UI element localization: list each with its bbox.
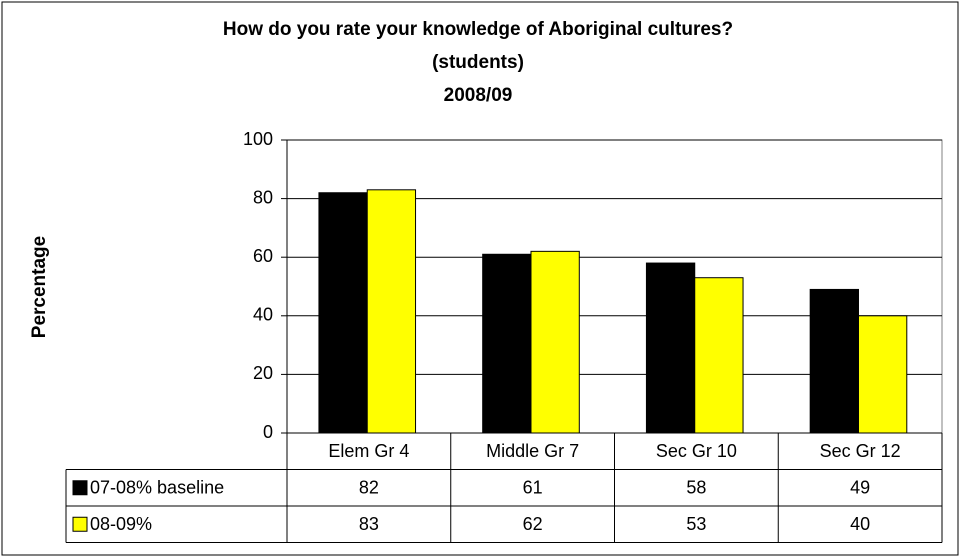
bar: [482, 253, 532, 434]
y-tick-label: 60: [253, 246, 273, 266]
table-value: 58: [686, 478, 706, 498]
table-value: 61: [523, 478, 543, 498]
table-value: 40: [850, 514, 870, 534]
chart-title: 2008/09: [444, 85, 513, 106]
x-tick-label: Sec Gr 10: [656, 441, 737, 461]
bar: [530, 250, 580, 434]
bar: [857, 315, 908, 434]
table-value: 62: [523, 514, 543, 534]
table-value: 53: [686, 514, 706, 534]
y-axis-label: Percentage: [29, 236, 50, 338]
bar: [809, 288, 859, 434]
bar: [366, 189, 417, 434]
x-tick-label: Sec Gr 12: [820, 441, 901, 461]
chart-title: (students): [432, 52, 524, 73]
y-tick-label: 100: [243, 129, 273, 149]
y-tick-label: 80: [253, 187, 273, 207]
bar: [694, 277, 744, 434]
x-tick-label: Elem Gr 4: [328, 441, 409, 461]
y-tick-label: 0: [263, 422, 273, 442]
table-value: 83: [359, 514, 379, 534]
table-value: 82: [359, 478, 379, 498]
bar: [318, 192, 368, 434]
legend-label: 08-09%: [90, 514, 152, 534]
x-tick-label: Middle Gr 7: [486, 441, 579, 461]
legend-label: 07-08% baseline: [90, 478, 224, 498]
legend-swatch: [72, 480, 88, 496]
y-tick-label: 40: [253, 305, 273, 325]
legend-swatch: [72, 516, 88, 532]
y-tick-label: 20: [253, 363, 273, 383]
chart-title: How do you rate your knowledge of Aborig…: [223, 19, 733, 40]
table-value: 49: [850, 478, 870, 498]
bar: [645, 262, 696, 434]
